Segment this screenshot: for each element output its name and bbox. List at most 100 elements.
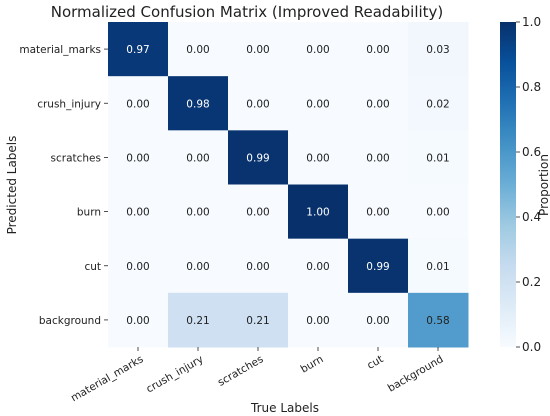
y-tick-burn: burn xyxy=(77,207,101,219)
colorbar: 0.0 0.2 0.4 0.6 0.8 1.0 Proportion xyxy=(500,15,550,354)
cell-value-label: 0.00 xyxy=(186,152,209,164)
colorbar-ticks: 0.0 0.2 0.4 0.6 0.8 1.0 xyxy=(516,15,541,354)
cell-material_marks-burn xyxy=(288,22,349,77)
cell-value-label: 0.98 xyxy=(186,98,209,110)
cell-burn-cut xyxy=(348,184,409,240)
cell-value-label: 0.00 xyxy=(246,44,269,56)
cell-crush_injury-scratches xyxy=(228,76,289,131)
cell-value-label: 0.00 xyxy=(246,207,269,219)
cell-burn-background xyxy=(408,184,469,240)
cell-value-label: 0.00 xyxy=(186,44,209,56)
cell-value-label: 0.00 xyxy=(186,207,209,219)
colorbar-tick-label: 0.2 xyxy=(522,275,541,289)
cell-crush_injury-cut xyxy=(348,76,409,131)
cell-burn-crush_injury xyxy=(168,184,229,240)
y-tick-scratches: scratches xyxy=(51,152,101,164)
cell-value-label: 0.00 xyxy=(366,98,389,110)
x-tick-crush_injury: crush_injury xyxy=(144,353,205,395)
y-tick-crush_injury: crush_injury xyxy=(37,98,101,110)
cell-cut-material_marks xyxy=(108,238,169,294)
cell-value-label: 0.00 xyxy=(366,315,389,327)
cell-value-label: 0.00 xyxy=(186,261,209,273)
cell-crush_injury-background xyxy=(408,76,469,131)
cell-value-label: 0.99 xyxy=(366,261,389,273)
colorbar-tick-label: 0.6 xyxy=(522,145,541,159)
cell-value-label: 0.00 xyxy=(126,152,149,164)
cell-burn-burn xyxy=(288,184,349,240)
colorbar-tick-label: 0.0 xyxy=(522,340,541,354)
cell-value-label: 0.58 xyxy=(426,315,449,327)
x-tick-burn: burn xyxy=(299,353,326,375)
x-tick-background: background xyxy=(386,353,446,394)
cell-cut-scratches xyxy=(228,238,289,294)
cell-value-label: 0.00 xyxy=(306,261,329,273)
cell-value-label: 0.21 xyxy=(186,315,209,327)
cell-value-label: 0.02 xyxy=(426,98,449,110)
cell-scratches-cut xyxy=(348,130,409,185)
cell-material_marks-background xyxy=(408,22,469,77)
cell-value-label: 0.99 xyxy=(246,152,269,164)
cell-scratches-material_marks xyxy=(108,130,169,185)
cell-value-label: 0.00 xyxy=(366,152,389,164)
cell-scratches-scratches xyxy=(228,130,289,185)
cell-crush_injury-crush_injury xyxy=(168,76,229,131)
cell-value-label: 0.00 xyxy=(126,207,149,219)
cell-material_marks-material_marks xyxy=(108,22,169,77)
cell-cut-background xyxy=(408,238,469,294)
colorbar-tick-label: 1.0 xyxy=(522,15,541,29)
cell-value-label: 0.00 xyxy=(306,315,329,327)
cell-burn-material_marks xyxy=(108,184,169,240)
cell-scratches-burn xyxy=(288,130,349,185)
cell-cut-crush_injury xyxy=(168,238,229,294)
colorbar-gradient xyxy=(500,22,516,347)
colorbar-label: Proportion xyxy=(537,154,550,216)
cell-material_marks-cut xyxy=(348,22,409,77)
cell-value-label: 0.00 xyxy=(366,207,389,219)
cell-background-material_marks xyxy=(108,292,169,348)
cell-value-label: 0.00 xyxy=(306,44,329,56)
y-tick-material_marks: material_marks xyxy=(19,44,101,56)
cell-value-label: 0.21 xyxy=(246,315,269,327)
cell-value-label: 0.00 xyxy=(426,207,449,219)
colorbar-tick-label: 0.8 xyxy=(522,80,541,94)
colorbar-tick-label: 0.4 xyxy=(522,210,541,224)
y-tick-labels: material_marks crush_injury scratches burn c… xyxy=(19,44,108,327)
cell-value-label: 0.00 xyxy=(126,261,149,273)
cell-background-crush_injury xyxy=(168,292,229,348)
cell-material_marks-scratches xyxy=(228,22,289,77)
cell-value-label: 0.00 xyxy=(366,44,389,56)
cell-value-label: 0.00 xyxy=(246,98,269,110)
cell-background-cut xyxy=(348,292,409,348)
cell-background-burn xyxy=(288,292,349,348)
x-tick-scratches: scratches xyxy=(216,353,266,389)
cell-value-label: 0.03 xyxy=(426,44,449,56)
cell-background-scratches xyxy=(228,292,289,348)
x-tick-cut: cut xyxy=(365,353,385,372)
cell-value-label: 0.01 xyxy=(426,152,449,164)
cell-crush_injury-burn xyxy=(288,76,349,131)
y-tick-background: background xyxy=(39,315,101,327)
cell-value-label: 0.00 xyxy=(126,98,149,110)
cell-value-label: 0.01 xyxy=(426,261,449,273)
y-tick-cut: cut xyxy=(84,261,101,273)
cell-value-label: 1.00 xyxy=(306,207,329,219)
x-tick-material_marks: material_marks xyxy=(69,353,146,404)
cell-burn-scratches xyxy=(228,184,289,240)
cell-cut-cut xyxy=(348,238,409,294)
cell-value-label: 0.00 xyxy=(306,152,329,164)
y-axis-label: Predicted Labels xyxy=(5,136,19,235)
cell-scratches-crush_injury xyxy=(168,130,229,185)
x-axis-label: True Labels xyxy=(250,401,319,415)
cell-value-label: 0.00 xyxy=(306,98,329,110)
chart-title: Normalized Confusion Matrix (Improved Re… xyxy=(51,3,444,21)
cell-background-background xyxy=(408,292,469,348)
cell-value-label: 0.00 xyxy=(126,315,149,327)
cell-scratches-background xyxy=(408,130,469,185)
cell-value-label: 0.00 xyxy=(246,261,269,273)
cell-value-label: 0.97 xyxy=(126,44,149,56)
heatmap-grid: 0.97 0.00 0.00 0.00 0.00 0.03 0.00 0.98 0.00 0.00… xyxy=(108,22,469,348)
cell-cut-burn xyxy=(288,238,349,294)
cell-material_marks-crush_injury xyxy=(168,22,229,77)
